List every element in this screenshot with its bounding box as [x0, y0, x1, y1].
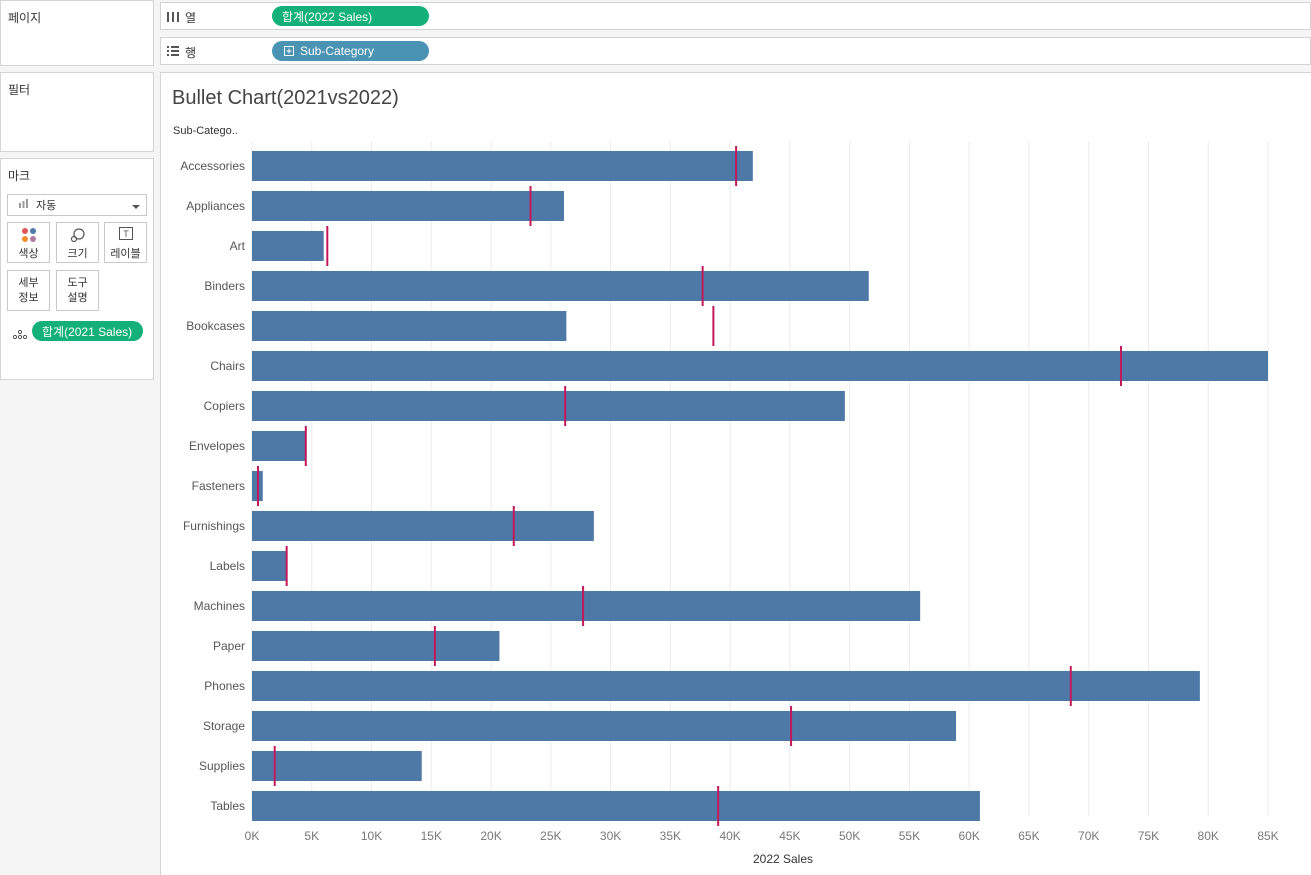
- bar[interactable]: [252, 591, 920, 621]
- bar[interactable]: [252, 511, 594, 541]
- category-label: Art: [230, 239, 246, 253]
- category-label: Fasteners: [192, 479, 245, 493]
- bar[interactable]: [252, 191, 564, 221]
- rows-shelf-header: 행: [167, 44, 196, 61]
- category-label: Accessories: [180, 159, 245, 173]
- text-label-icon: T: [105, 227, 146, 245]
- size-button-label: 크기: [67, 248, 87, 260]
- bullet-chart: Accessories Appliances Art Binders Bookcases…: [161, 73, 1311, 875]
- tick-label: 10K: [361, 829, 382, 843]
- filters-panel[interactable]: 필터: [0, 72, 154, 152]
- bar[interactable]: [252, 391, 845, 421]
- svg-text:T: T: [123, 229, 129, 239]
- marks-panel-title: 마크: [8, 167, 30, 184]
- category-label: Bookcases: [186, 319, 245, 333]
- category-label: Machines: [194, 599, 245, 613]
- rows-icon: [167, 45, 179, 60]
- tick-label: 55K: [899, 829, 920, 843]
- category-label: Binders: [204, 279, 245, 293]
- tick-label: 40K: [719, 829, 740, 843]
- detail-button[interactable]: 세부 정보: [7, 270, 50, 311]
- color-dots-icon: [8, 227, 49, 245]
- bar[interactable]: [252, 631, 499, 661]
- category-label: Paper: [213, 639, 245, 653]
- columns-field-pill-label: 합계(2022 Sales): [282, 8, 372, 25]
- category-label: Furnishings: [183, 519, 245, 533]
- mark-type-dropdown[interactable]: 자동: [7, 194, 147, 216]
- rows-shelf[interactable]: 행 Sub-Category: [160, 37, 1311, 65]
- pages-panel-title: 페이지: [8, 9, 41, 26]
- bar[interactable]: [252, 271, 869, 301]
- size-button[interactable]: 크기: [56, 222, 99, 263]
- label-button[interactable]: T 레이블: [104, 222, 147, 263]
- detail-dots-icon: [13, 326, 27, 344]
- bar[interactable]: [252, 351, 1268, 381]
- bar[interactable]: [252, 751, 422, 781]
- size-icon: [57, 227, 98, 245]
- category-label: Phones: [204, 679, 245, 693]
- bar-chart-icon: [19, 199, 29, 211]
- tick-label: 45K: [779, 829, 800, 843]
- detail-button-label-line1: 세부: [18, 277, 38, 289]
- category-label: Copiers: [204, 399, 245, 413]
- tick-label: 15K: [421, 829, 442, 843]
- bar[interactable]: [252, 151, 753, 181]
- tooltip-button-label-line2: 설명: [67, 292, 87, 304]
- bar[interactable]: [252, 551, 287, 581]
- color-button[interactable]: 색상: [7, 222, 50, 263]
- filters-panel-title: 필터: [8, 81, 30, 98]
- tick-label: 50K: [839, 829, 860, 843]
- tooltip-button-label-line1: 도구: [67, 277, 87, 289]
- tick-label: 65K: [1018, 829, 1039, 843]
- columns-shelf-label: 열: [185, 9, 196, 26]
- pages-panel[interactable]: 페이지: [0, 0, 154, 66]
- bar[interactable]: [252, 711, 956, 741]
- detail-button-label-line2: 정보: [18, 292, 38, 304]
- tick-label: 70K: [1078, 829, 1099, 843]
- chevron-down-icon: [132, 201, 140, 213]
- columns-field-pill[interactable]: 합계(2022 Sales): [272, 6, 429, 26]
- tick-label: 85K: [1257, 829, 1278, 843]
- bar[interactable]: [252, 311, 566, 341]
- rows-field-pill-label: Sub-Category: [300, 44, 374, 58]
- tick-label: 75K: [1138, 829, 1159, 843]
- x-axis-title: 2022 Sales: [753, 852, 813, 866]
- label-button-label: 레이블: [110, 248, 140, 260]
- columns-icon: [167, 10, 179, 25]
- worksheet-view: Bullet Chart(2021vs2022) Sub-Catego.. Ac…: [160, 72, 1311, 875]
- tick-label: 5K: [304, 829, 319, 843]
- detail-field-pill-label: 합계(2021 Sales): [42, 323, 132, 340]
- category-label: Supplies: [199, 759, 245, 773]
- category-label: Tables: [210, 799, 245, 813]
- color-button-label: 색상: [18, 248, 38, 260]
- tick-label: 35K: [660, 829, 681, 843]
- tooltip-button[interactable]: 도구 설명: [56, 270, 99, 311]
- tick-label: 25K: [540, 829, 561, 843]
- bar[interactable]: [252, 431, 306, 461]
- rows-field-pill[interactable]: Sub-Category: [272, 41, 429, 61]
- mark-type-value: 자동: [36, 197, 56, 213]
- category-label: Chairs: [210, 359, 245, 373]
- bar[interactable]: [252, 791, 980, 821]
- columns-shelf[interactable]: 열 합계(2022 Sales): [160, 2, 1311, 30]
- expand-plus-icon: [284, 46, 294, 56]
- tick-label: 30K: [600, 829, 621, 843]
- category-label: Labels: [210, 559, 245, 573]
- bar[interactable]: [252, 671, 1200, 701]
- rows-shelf-label: 행: [185, 44, 196, 61]
- tick-label: 60K: [958, 829, 979, 843]
- tick-label: 80K: [1198, 829, 1219, 843]
- category-label: Appliances: [186, 199, 245, 213]
- category-label: Storage: [203, 719, 245, 733]
- tick-label: 0K: [245, 829, 260, 843]
- marks-panel: [0, 158, 154, 380]
- columns-shelf-header: 열: [167, 9, 196, 26]
- detail-field-pill[interactable]: 합계(2021 Sales): [32, 321, 143, 341]
- tick-label: 20K: [480, 829, 501, 843]
- category-label: Envelopes: [189, 439, 245, 453]
- bar[interactable]: [252, 231, 324, 261]
